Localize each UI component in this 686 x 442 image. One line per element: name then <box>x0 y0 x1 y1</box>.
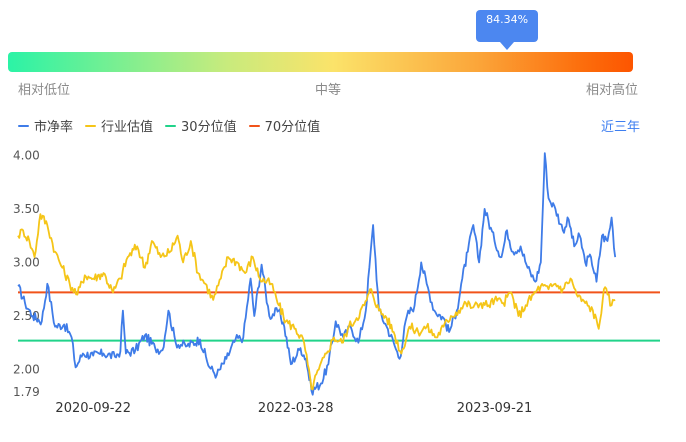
x-tick-label: 2023-09-21 <box>457 401 533 416</box>
legend-label: 30分位值 <box>181 120 237 135</box>
x-tick-label: 2020-09-22 <box>55 401 131 416</box>
gauge-mid-label: 中等 <box>315 83 342 98</box>
legend-label: 市净率 <box>34 120 74 135</box>
legend-label: 行业估值 <box>101 120 154 135</box>
x-axis: 2020-09-22 2022-03-28 2023-09-21 <box>55 401 532 416</box>
legend-item-p30[interactable]: 30分位值 <box>165 116 237 135</box>
x-tick-label: 2022-03-28 <box>258 401 334 416</box>
gauge-percent-tooltip: 84.34% <box>476 10 539 42</box>
series-line-industry <box>17 213 616 391</box>
y-tick-label: 1.79 <box>13 385 40 399</box>
series-line-pb <box>17 152 617 396</box>
y-tick-label: 4.00 <box>13 148 40 162</box>
valuation-gauge-bar <box>8 52 633 72</box>
tooltip-pointer-icon <box>500 42 515 50</box>
legend-item-p70[interactable]: 70分位值 <box>248 116 321 135</box>
y-tick-label: 3.50 <box>13 202 40 216</box>
legend-line-icon <box>248 124 260 127</box>
legend-item-pb[interactable]: 市净率 <box>18 116 73 135</box>
range-selector-three-years[interactable]: 近三年 <box>600 120 640 135</box>
y-tick-label: 3.00 <box>13 255 40 269</box>
legend-line-icon <box>18 124 29 127</box>
reference-lines <box>18 291 660 342</box>
data-series <box>17 152 617 396</box>
chart-legend: 市净率 行业估值 30分位值 70分位值 <box>18 116 332 135</box>
gauge-percent-label: 84.34% <box>486 13 529 26</box>
legend-line-icon <box>165 124 177 127</box>
gauge-high-label: 相对高位 <box>585 83 638 98</box>
legend-line-icon <box>85 124 97 127</box>
y-tick-label: 2.00 <box>13 363 40 377</box>
y-axis: 4.003.503.002.502.001.79 <box>13 148 40 399</box>
gauge-low-label: 相对低位 <box>18 83 71 98</box>
legend-item-industry[interactable]: 行业估值 <box>85 116 153 135</box>
legend-label: 70分位值 <box>264 120 321 135</box>
